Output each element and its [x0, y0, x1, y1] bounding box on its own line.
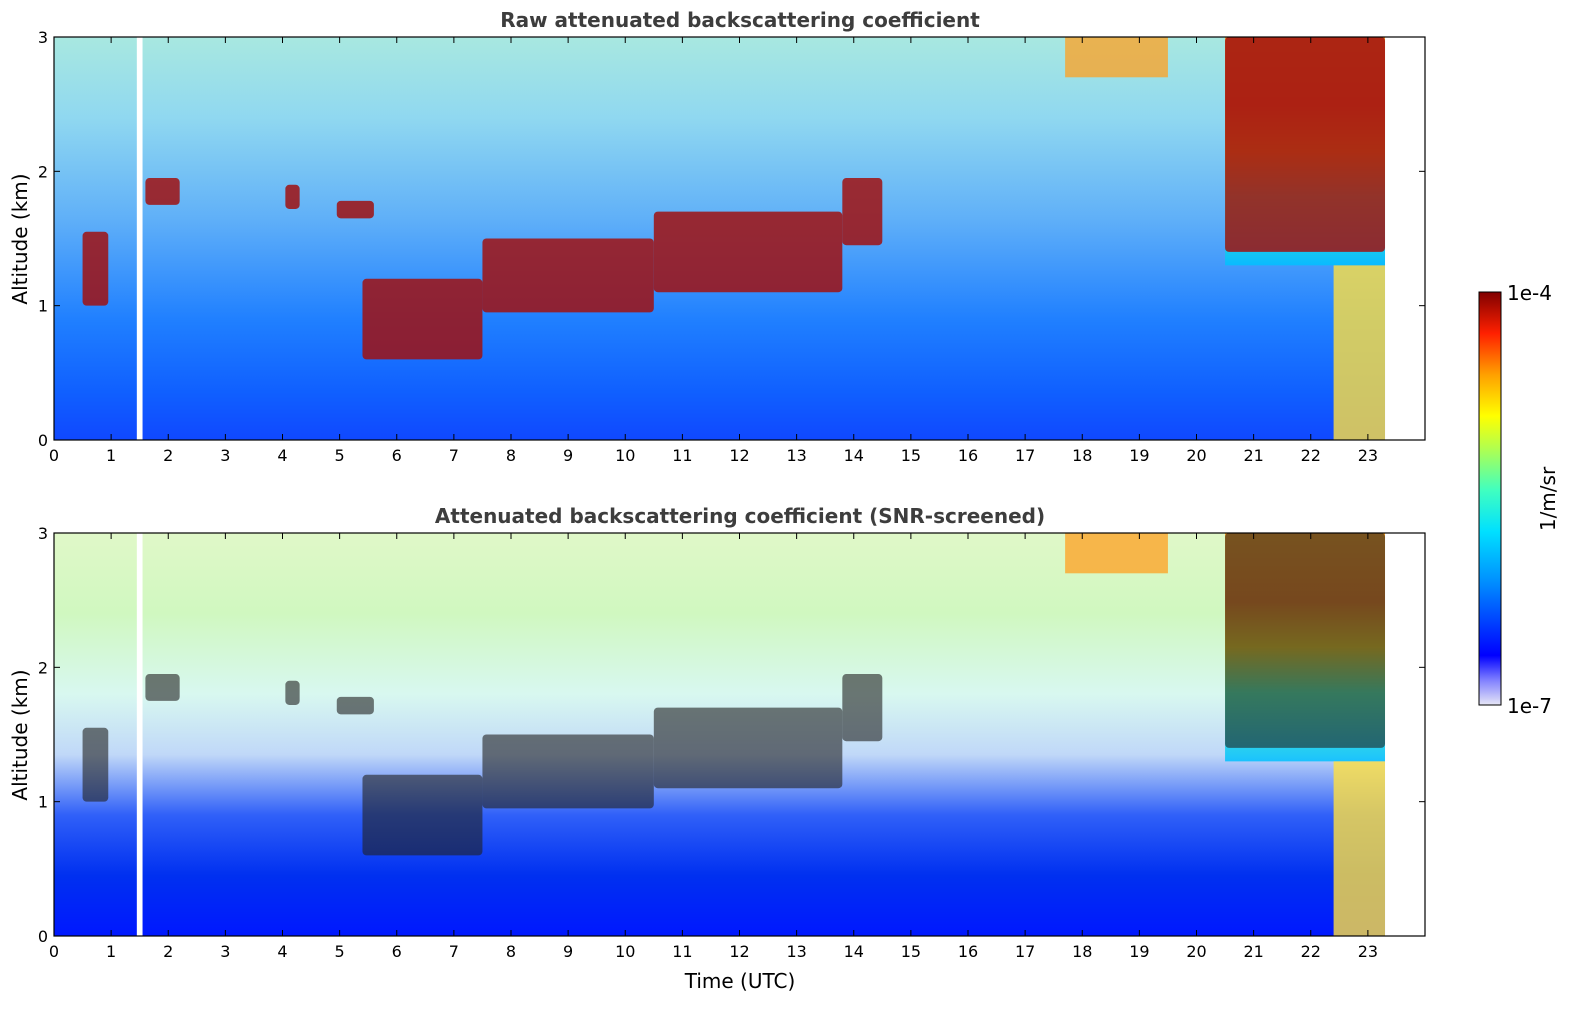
x-tick-label: 21 [1243, 942, 1263, 961]
raw-backscatter-heatmap [54, 37, 1386, 440]
x-tick-label: 14 [844, 446, 864, 465]
x-tick-label: 11 [672, 942, 692, 961]
x-tick-label: 3 [220, 446, 230, 465]
x-tick-label: 0 [49, 446, 59, 465]
x-tick-label: 12 [729, 942, 749, 961]
storm-lower-echo [1333, 265, 1386, 440]
x-tick-label: 13 [786, 942, 806, 961]
x-tick-label: 22 [1301, 446, 1321, 465]
y-tick-label: 2 [38, 658, 48, 677]
cloud-layer-1 [145, 178, 180, 205]
x-tick-label: 4 [277, 942, 287, 961]
raw-backscatter-panel: Raw attenuated backscattering coefficien… [8, 8, 1426, 465]
x-tick-label: 1 [106, 942, 116, 961]
colorbar-gradient [1478, 291, 1502, 706]
data-gap [136, 533, 143, 936]
y-tick-label: 1 [38, 297, 48, 316]
colorbar: 1e-4 1e-7 1/m/sr [1478, 281, 1560, 718]
x-tick-label: 1 [106, 446, 116, 465]
x-tick-label: 14 [844, 942, 864, 961]
x-tick-label: 3 [220, 942, 230, 961]
colorbar-max-label: 1e-4 [1507, 281, 1552, 305]
x-tick-label: 2 [163, 942, 173, 961]
x-tick-label: 19 [1129, 446, 1149, 465]
high-cloud-echo [1065, 533, 1168, 574]
x-tick-label: 19 [1129, 942, 1149, 961]
cloud-layer-2 [285, 184, 300, 209]
data-gap [136, 37, 143, 440]
x-tick-label: 18 [1072, 942, 1092, 961]
x-tick-label: 15 [901, 942, 921, 961]
cloud-layer-8 [1225, 533, 1386, 748]
x-tick-label: 10 [615, 942, 635, 961]
cloud-layer-6 [653, 211, 843, 293]
cloud-layer-5 [482, 238, 654, 313]
y-tick-label: 0 [38, 431, 48, 450]
raw-panel-ylabel: Altitude (km) [8, 173, 32, 304]
cloud-layer-0 [82, 231, 109, 306]
x-tick-label: 13 [786, 446, 806, 465]
cloud-layer-8 [1225, 37, 1386, 252]
colorbar-min-label: 1e-7 [1507, 694, 1552, 718]
x-tick-label: 2 [163, 446, 173, 465]
raw-panel-title: Raw attenuated backscattering coefficien… [500, 8, 980, 32]
x-tick-label: 7 [449, 446, 459, 465]
high-cloud-echo [1065, 37, 1168, 78]
x-tick-label: 18 [1072, 446, 1092, 465]
cloud-layer-2 [285, 680, 300, 705]
cloud-layer-0 [82, 727, 109, 802]
cloud-layer-5 [482, 734, 654, 809]
storm-lower-echo [1333, 761, 1386, 936]
x-tick-label: 23 [1358, 942, 1378, 961]
x-tick-label: 17 [1015, 942, 1035, 961]
snr-panel-title: Attenuated backscattering coefficient (S… [435, 504, 1045, 528]
snr-screened-heatmap [54, 533, 1386, 936]
x-tick-label: 9 [563, 446, 573, 465]
x-tick-label: 9 [563, 942, 573, 961]
x-tick-label: 10 [615, 446, 635, 465]
cloud-layer-1 [145, 674, 180, 701]
time-axis-label: Time (UTC) [684, 969, 796, 993]
x-tick-label: 16 [958, 942, 978, 961]
y-tick-label: 0 [38, 927, 48, 946]
x-tick-label: 17 [1015, 446, 1035, 465]
x-tick-label: 8 [506, 446, 516, 465]
y-tick-label: 3 [38, 28, 48, 47]
x-tick-label: 0 [49, 942, 59, 961]
x-tick-label: 5 [335, 942, 345, 961]
x-tick-label: 11 [672, 446, 692, 465]
x-tick-label: 21 [1243, 446, 1263, 465]
x-tick-label: 12 [729, 446, 749, 465]
cloud-layer-4 [362, 278, 483, 360]
cloud-layer-6 [653, 707, 843, 789]
x-tick-label: 8 [506, 942, 516, 961]
snr-screened-panel: Attenuated backscattering coefficient (S… [8, 504, 1426, 993]
x-tick-label: 16 [958, 446, 978, 465]
cloud-layer-7 [842, 178, 883, 246]
cloud-layer-3 [336, 696, 374, 715]
x-tick-label: 5 [335, 446, 345, 465]
cloud-layer-7 [842, 674, 883, 742]
x-tick-label: 23 [1358, 446, 1378, 465]
cloud-layer-4 [362, 774, 483, 856]
y-tick-label: 1 [38, 793, 48, 812]
x-tick-label: 15 [901, 446, 921, 465]
x-tick-label: 7 [449, 942, 459, 961]
y-tick-label: 2 [38, 162, 48, 181]
x-tick-label: 20 [1186, 942, 1206, 961]
snr-panel-ylabel: Altitude (km) [8, 669, 32, 800]
colorbar-unit-label: 1/m/sr [1536, 466, 1560, 531]
x-tick-label: 22 [1301, 942, 1321, 961]
x-tick-label: 20 [1186, 446, 1206, 465]
cloud-layer-3 [336, 200, 374, 219]
x-tick-label: 6 [392, 942, 402, 961]
x-tick-label: 6 [392, 446, 402, 465]
y-tick-label: 3 [38, 524, 48, 543]
x-tick-label: 4 [277, 446, 287, 465]
